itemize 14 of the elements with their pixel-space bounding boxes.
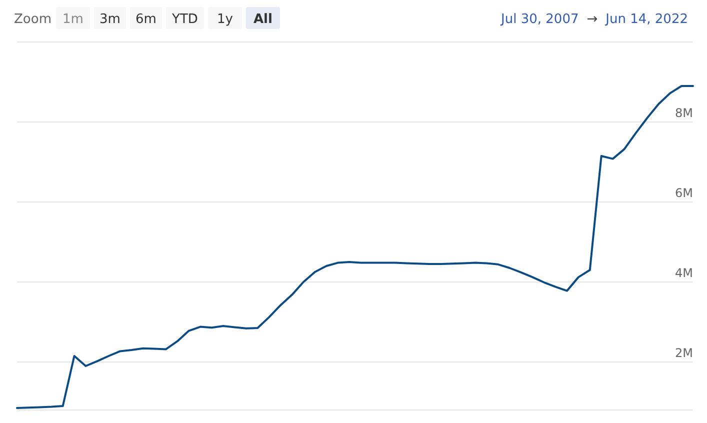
zoom-button: YTD [166, 7, 204, 29]
text: Zoom [14, 12, 52, 27]
y-tick-label: 6M [675, 186, 693, 200]
zoom-button: 3m [94, 7, 126, 29]
zoom-button: 6m [130, 7, 162, 29]
zoom-button: 1m [56, 7, 90, 29]
text: → [586, 12, 598, 27]
zoom-button: All [246, 7, 280, 29]
text: Jun 14, 2022 [604, 12, 688, 27]
y-tick-label: 8M [675, 106, 693, 120]
zoom-button: 1y [208, 7, 242, 29]
y-tick-label: 2M [675, 346, 693, 360]
y-tick-label: 4M [675, 266, 693, 280]
text: Jul 30, 2007 [500, 12, 579, 27]
